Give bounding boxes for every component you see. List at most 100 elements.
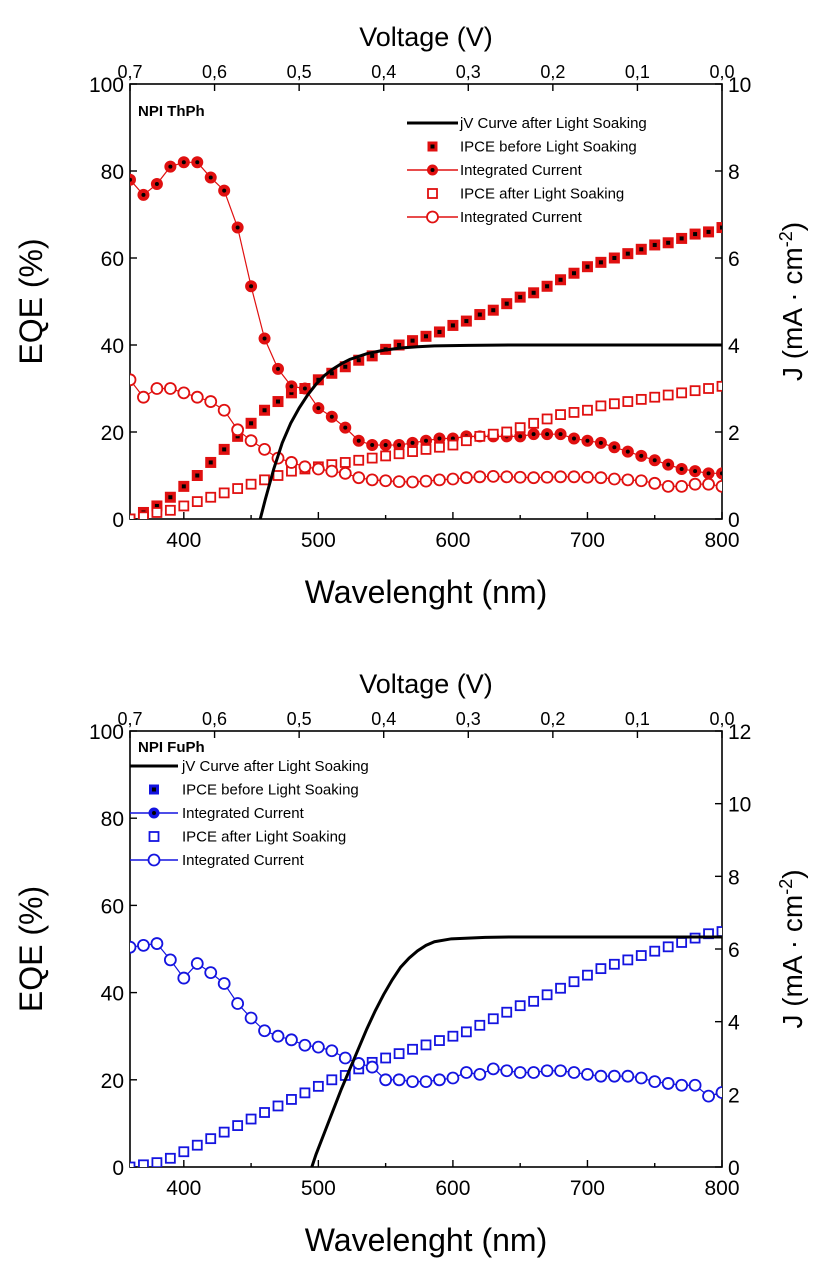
- data-point-integrated-after: [150, 382, 164, 395]
- y2-tick-label: 2: [728, 1084, 740, 1107]
- data-point-integrated-after: [433, 473, 446, 487]
- x-tick-label: 500: [301, 1177, 336, 1200]
- data-point-ipce-after: [259, 474, 270, 486]
- legend-label: jV Curve after Light Soaking: [181, 758, 369, 775]
- data-point-integrated-before: [130, 173, 136, 186]
- data-point-ipce-after: [716, 926, 722, 937]
- data-point-core: [639, 453, 644, 458]
- data-point-ipce-after: [447, 439, 459, 451]
- y2-tick-label: 10: [728, 794, 751, 817]
- legend-marker-open-circle: [426, 210, 439, 224]
- data-point-ipce-after: [649, 391, 661, 403]
- data-point-integrated-after: [285, 456, 298, 469]
- data-point-ipce-after: [703, 383, 714, 394]
- data-point-integrated-before: [716, 467, 722, 480]
- data-point-integrated-after: [648, 1075, 662, 1089]
- data-point-ipce-after: [259, 1107, 270, 1118]
- x-axis-title: Wavelenght (nm): [305, 574, 547, 610]
- data-point-integrated-after: [325, 464, 339, 478]
- y2-axis-title-sup: -2: [776, 879, 796, 895]
- y2-tick-label: 4: [728, 335, 740, 358]
- data-point-integrated-after: [702, 477, 715, 491]
- data-point-integrated-after: [419, 474, 433, 488]
- data-point-core: [424, 334, 428, 339]
- data-point-core: [693, 469, 698, 474]
- data-point-ipce-after: [164, 1152, 176, 1164]
- y2-axis-title: J (mA · cm-2): [776, 222, 808, 381]
- data-point-integrated-after: [607, 1069, 621, 1083]
- data-point-ipce-after: [487, 1013, 499, 1025]
- x-tick-label: 400: [166, 1177, 201, 1200]
- data-point-ipce-after: [178, 500, 190, 512]
- data-point-core: [329, 414, 334, 419]
- data-point-integrated-after: [298, 1038, 312, 1052]
- data-point-ipce-after: [555, 409, 566, 421]
- data-point-core: [222, 447, 227, 452]
- data-point-core: [652, 242, 657, 247]
- data-point-integrated-after: [621, 1069, 635, 1083]
- data-point-ipce-after: [312, 1080, 324, 1092]
- x2-tick-label: 0,2: [540, 709, 565, 729]
- data-point-core: [249, 284, 254, 289]
- y-tick-label: 20: [101, 422, 124, 445]
- data-point-core: [585, 438, 590, 443]
- x2-tick-label: 0,6: [202, 62, 227, 82]
- data-point-ipce-after: [716, 380, 722, 392]
- data-point-ipce-after: [434, 441, 445, 453]
- data-point-ipce-after: [541, 989, 553, 1001]
- data-point-core: [612, 256, 617, 260]
- data-point-core: [666, 240, 671, 245]
- x-tick-label: 600: [435, 1177, 470, 1200]
- data-point-core: [154, 182, 159, 187]
- data-point-integrated-after: [325, 1044, 339, 1058]
- data-point-ipce-after: [407, 446, 418, 457]
- data-point-ipce-after: [555, 982, 566, 994]
- data-point-core: [545, 432, 550, 437]
- data-point-ipce-after: [608, 958, 620, 970]
- data-point-core: [168, 495, 173, 500]
- data-point-core: [477, 312, 482, 317]
- data-point-integrated-after: [446, 1071, 460, 1085]
- y2-tick-label: 6: [728, 248, 740, 271]
- data-point-ipce-after: [474, 430, 486, 442]
- data-point-integrated-after: [244, 434, 258, 448]
- data-point-integrated-after: [661, 479, 675, 493]
- data-point-ipce-after: [635, 393, 647, 405]
- data-point-integrated-after: [338, 1051, 352, 1065]
- data-point-core: [625, 449, 630, 454]
- legend-label: IPCE before Light Soaking: [460, 139, 637, 156]
- data-point-ipce-after: [420, 443, 432, 455]
- y-axis-title: EQE (%): [13, 886, 49, 1012]
- x-tick-label: 700: [570, 529, 605, 552]
- data-point-core: [343, 425, 348, 430]
- series-line-filled-circle: [130, 161, 722, 474]
- data-point-ipce-after: [501, 426, 513, 438]
- x-axis-title: Wavelenght (nm): [305, 1222, 547, 1258]
- y2-tick-label: 8: [728, 161, 740, 184]
- data-point-integrated-after: [500, 470, 514, 484]
- data-point-core: [356, 438, 361, 443]
- data-point-ipce-after: [380, 1052, 392, 1064]
- data-point-ipce-after: [164, 504, 176, 516]
- data-point-core: [410, 440, 415, 445]
- legend-marker-open-square: [148, 831, 160, 842]
- x2-tick-label: 0,2: [540, 62, 565, 82]
- data-point-ipce-after: [380, 450, 392, 462]
- data-point-core: [195, 160, 200, 165]
- data-point-core: [693, 232, 698, 237]
- x2-tick-label: 0,4: [371, 709, 396, 729]
- data-point-integrated-after: [217, 977, 231, 990]
- data-point-ipce-after: [151, 507, 163, 518]
- data-point-core: [504, 301, 509, 306]
- data-point-integrated-after: [298, 460, 312, 474]
- data-point-core: [572, 436, 576, 441]
- data-point-integrated-after: [137, 390, 150, 404]
- data-point-core: [222, 188, 227, 193]
- data-point-ipce-after: [232, 483, 244, 494]
- data-point-core: [181, 160, 186, 165]
- data-point-integrated-after: [311, 1040, 325, 1054]
- data-point-ipce-after: [595, 400, 607, 412]
- data-point-core: [679, 236, 684, 241]
- data-point-core: [598, 440, 603, 445]
